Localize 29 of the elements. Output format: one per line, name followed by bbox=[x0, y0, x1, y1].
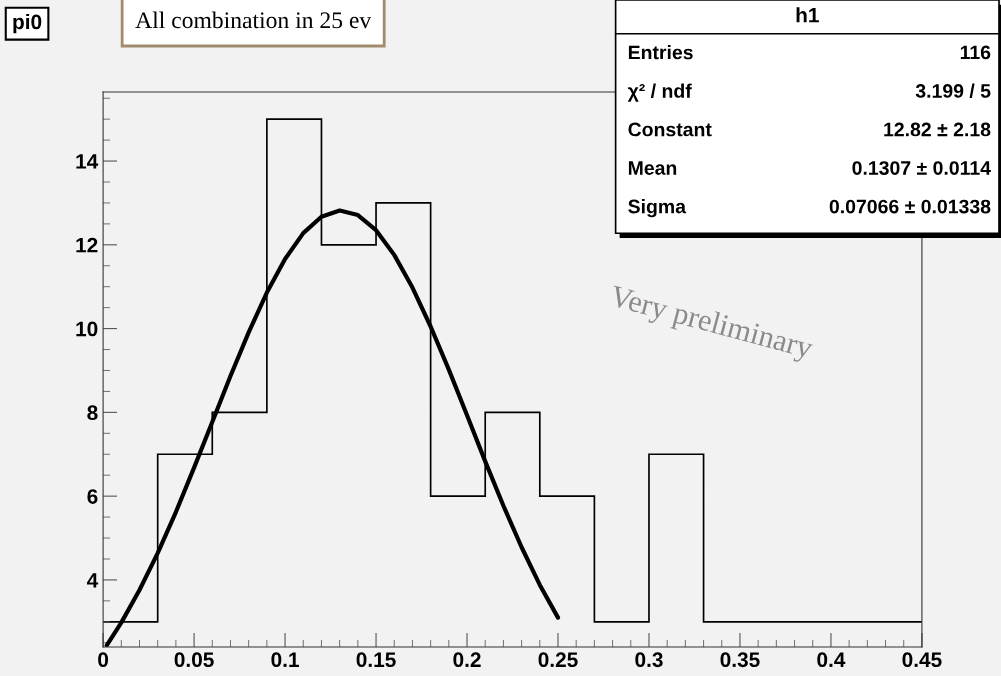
annotation: χ² / ndf bbox=[627, 83, 692, 102]
annotation: 0.07066 ± 0.01338 bbox=[829, 199, 991, 214]
text: h1 bbox=[796, 7, 819, 23]
x-tick-label: 0.05 bbox=[174, 652, 214, 668]
x-tick-label: 0.1 bbox=[271, 652, 299, 668]
y-tick-label: 4 bbox=[86, 573, 99, 588]
x-tick-label: 0.15 bbox=[356, 652, 396, 668]
x-tick-label: 0.4 bbox=[817, 652, 846, 668]
y-tick-label: 14 bbox=[76, 154, 99, 169]
annotation: Constant bbox=[628, 122, 712, 137]
annotation: 3.199 / 5 bbox=[915, 83, 991, 99]
y-tick-label: 10 bbox=[76, 321, 98, 337]
x-tick-label: 0 bbox=[98, 652, 109, 668]
chart-title: pi0 bbox=[13, 13, 42, 34]
x-tick-label: 0.35 bbox=[720, 652, 760, 668]
annotation: 0.1307 ± 0.0114 bbox=[852, 161, 991, 175]
annotation: Sigma bbox=[628, 199, 687, 218]
y-tick-label: 12 bbox=[76, 237, 98, 253]
y-tick-label: 6 bbox=[87, 489, 98, 504]
annotation: 12.82 ± 2.18 bbox=[884, 122, 991, 137]
x-tick-label: 0.3 bbox=[635, 652, 663, 668]
text: All combination in 25 ev bbox=[135, 11, 372, 29]
text: 116 bbox=[960, 45, 991, 60]
annotation: Mean bbox=[628, 161, 677, 175]
text: Entries bbox=[628, 45, 693, 60]
y-tick-label: 8 bbox=[87, 405, 98, 421]
x-tick-label: 0.45 bbox=[902, 652, 942, 668]
x-tick-label: 0.25 bbox=[538, 652, 578, 668]
x-tick-label: 0.2 bbox=[453, 652, 481, 668]
